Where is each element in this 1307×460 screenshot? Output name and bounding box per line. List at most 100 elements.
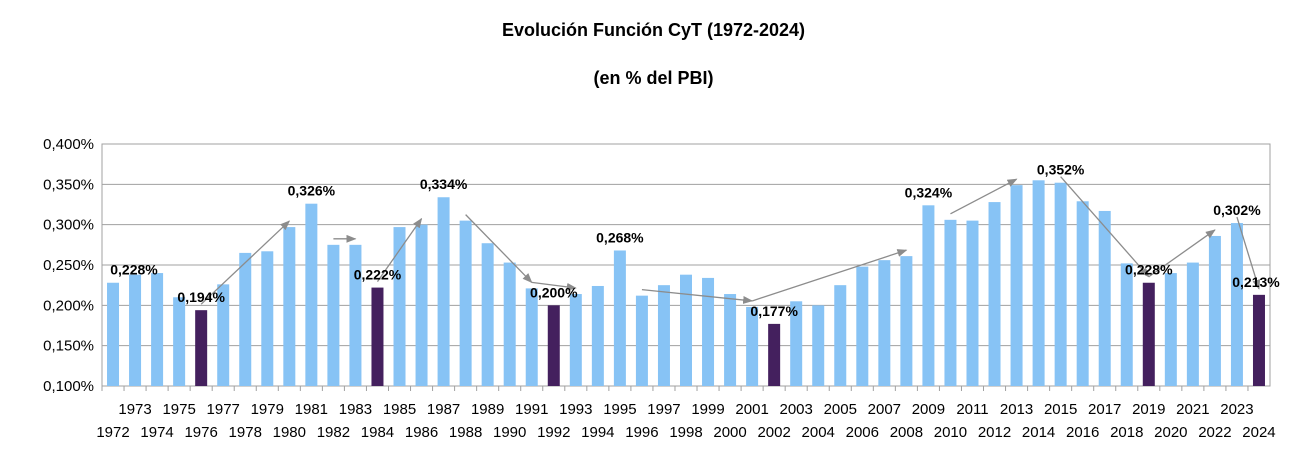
x-tick-label: 2016 [1066, 424, 1099, 441]
x-tick-label: 1972 [96, 424, 129, 441]
bar [107, 282, 120, 386]
bar [569, 294, 582, 386]
x-tick-label: 1999 [691, 401, 724, 418]
trend-arrow [1148, 229, 1216, 278]
bar [988, 202, 1001, 386]
x-tick-label: 1992 [537, 424, 570, 441]
data-label: 0,228% [1125, 262, 1173, 278]
trend-arrow [1236, 216, 1261, 290]
bar [503, 262, 516, 386]
bar [635, 295, 648, 386]
bar [1032, 180, 1045, 386]
x-tick-label: 1991 [515, 401, 548, 418]
x-tick-label: 1994 [581, 424, 614, 441]
x-tick-label: 2008 [890, 424, 923, 441]
bar [129, 274, 142, 386]
bar [1230, 223, 1243, 386]
x-tick-label: 2010 [934, 424, 967, 441]
bar [900, 256, 913, 386]
bar [217, 284, 230, 386]
x-tick-label: 1980 [273, 424, 306, 441]
bar [790, 301, 803, 386]
y-tick-label: 0,150% [43, 338, 94, 355]
x-tick-label: 2011 [956, 401, 988, 418]
trend-arrow [1060, 176, 1150, 278]
data-label: 0,213% [1232, 274, 1280, 290]
x-tick-label: 1998 [669, 424, 702, 441]
chart-title: Evolución Función CyT (1972-2024) [501, 20, 806, 40]
bar [702, 277, 715, 386]
x-tick-label: 2014 [1022, 424, 1055, 441]
x-tick-label: 2020 [1154, 424, 1187, 441]
bar-layer [107, 180, 1265, 386]
bar [834, 285, 847, 386]
x-tick-label: 1988 [449, 424, 482, 441]
bar [1010, 185, 1023, 386]
x-tick-label: 2024 [1242, 424, 1275, 441]
trend-arrow [641, 289, 754, 305]
bar [878, 260, 891, 386]
x-tick-label: 2005 [824, 401, 857, 418]
bar [966, 220, 979, 386]
bar [657, 285, 670, 386]
x-tick-label: 1997 [647, 401, 680, 418]
bar [1120, 263, 1133, 386]
x-tick-label: 1975 [162, 401, 195, 418]
x-tick-label: 1984 [361, 424, 394, 441]
x-tick-label: 1982 [317, 424, 350, 441]
x-tick-label: 1990 [493, 424, 526, 441]
x-tick-label: 2007 [868, 401, 901, 418]
bar-highlight [195, 310, 208, 386]
bar-highlight [768, 323, 781, 386]
x-tick-label: 2015 [1044, 401, 1077, 418]
x-tick-label: 2023 [1220, 401, 1253, 418]
bar [173, 297, 186, 386]
x-tick-label: 2017 [1088, 401, 1121, 418]
trend-arrow [465, 214, 533, 284]
x-tick-label: 2006 [846, 424, 879, 441]
data-label: 0,228% [110, 262, 158, 278]
x-tick-label: 2019 [1132, 401, 1165, 418]
y-tick-label: 0,100% [43, 378, 94, 395]
x-tick-label: 1996 [625, 424, 658, 441]
data-label: 0,200% [530, 284, 578, 300]
bar-highlight [1142, 282, 1155, 386]
bar [944, 219, 957, 386]
x-tick-label: 2021 [1176, 401, 1209, 418]
y-tick-label: 0,250% [43, 257, 94, 274]
bar [437, 197, 450, 386]
data-label: 0,302% [1213, 202, 1261, 218]
x-tick-label: 1974 [140, 424, 173, 441]
bar [283, 227, 296, 386]
bar [922, 205, 935, 386]
bar [1186, 262, 1199, 386]
x-tick-label: 2009 [912, 401, 945, 418]
bar [327, 244, 340, 386]
y-tick-label: 0,200% [43, 297, 94, 314]
bar [481, 243, 494, 386]
data-label: 0,194% [177, 289, 225, 305]
y-tick-label: 0,350% [43, 176, 94, 193]
y-tick-label: 0,400% [43, 136, 94, 153]
chart-subtitle: (en % del PBI) [593, 68, 714, 88]
x-tick-label: 1973 [118, 401, 151, 418]
data-label: 0,352% [1037, 162, 1085, 178]
bar [305, 203, 318, 386]
data-label: 0,324% [905, 184, 953, 200]
x-tick-label: 2013 [1000, 401, 1033, 418]
x-tick-label: 2022 [1198, 424, 1231, 441]
bar [1054, 182, 1067, 386]
x-tick-label: 2012 [978, 424, 1011, 441]
bar [812, 305, 825, 386]
data-label: 0,177% [750, 303, 798, 319]
bar-highlight [1252, 294, 1265, 386]
bar [724, 294, 737, 386]
arrow-layer [200, 176, 1261, 305]
data-label: 0,334% [420, 176, 468, 192]
bar [1164, 273, 1177, 386]
x-tick-label: 1993 [559, 401, 592, 418]
bar [349, 244, 362, 386]
bar-highlight [547, 305, 560, 386]
trend-arrow [376, 217, 423, 282]
